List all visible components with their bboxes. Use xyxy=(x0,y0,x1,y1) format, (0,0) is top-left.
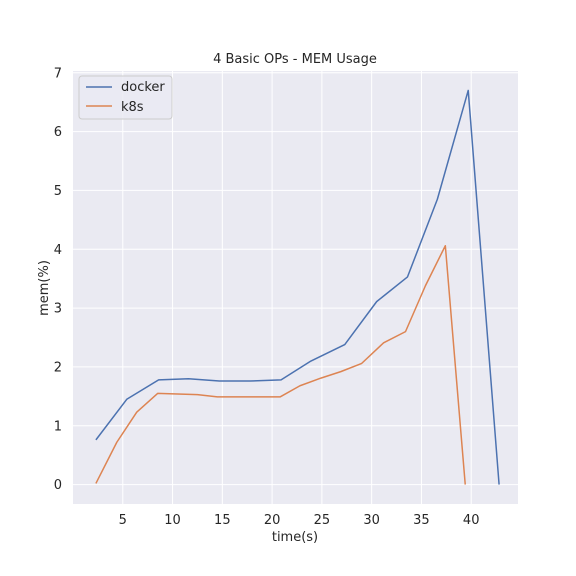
y-axis-label: mem(%) xyxy=(37,260,52,316)
x-tick-label: 35 xyxy=(413,513,430,528)
legend-label-k8s: k8s xyxy=(121,100,144,115)
y-tick-label: 2 xyxy=(54,360,62,375)
legend: docker k8s xyxy=(78,75,173,120)
x-tick-label: 15 xyxy=(214,513,231,528)
x-axis-ticks: 5 10 15 20 25 30 35 40 xyxy=(119,513,480,528)
series-line-k8s xyxy=(95,244,466,485)
y-tick-label: 1 xyxy=(54,419,62,434)
chart-title: 4 Basic OPs - MEM Usage xyxy=(213,52,377,67)
x-tick-label: 10 xyxy=(164,513,181,528)
series-line-docker xyxy=(95,89,500,485)
x-tick-label: 20 xyxy=(264,513,281,528)
grid-lines xyxy=(73,71,518,504)
series-lines xyxy=(95,89,500,485)
legend-label-docker: docker xyxy=(121,80,165,95)
y-tick-label: 4 xyxy=(54,243,62,258)
x-tick-label: 25 xyxy=(314,513,331,528)
y-tick-label: 5 xyxy=(54,184,62,199)
x-tick-label: 5 xyxy=(119,513,127,528)
x-tick-label: 30 xyxy=(363,513,380,528)
y-tick-label: 7 xyxy=(54,66,62,81)
y-axis-ticks: 0 1 2 3 4 5 6 7 xyxy=(54,66,62,493)
y-tick-label: 6 xyxy=(54,125,62,140)
y-tick-label: 3 xyxy=(54,302,62,317)
x-axis-label: time(s) xyxy=(272,530,318,545)
x-tick-label: 40 xyxy=(463,513,480,528)
y-tick-label: 0 xyxy=(54,478,62,493)
plot-area xyxy=(73,71,518,504)
